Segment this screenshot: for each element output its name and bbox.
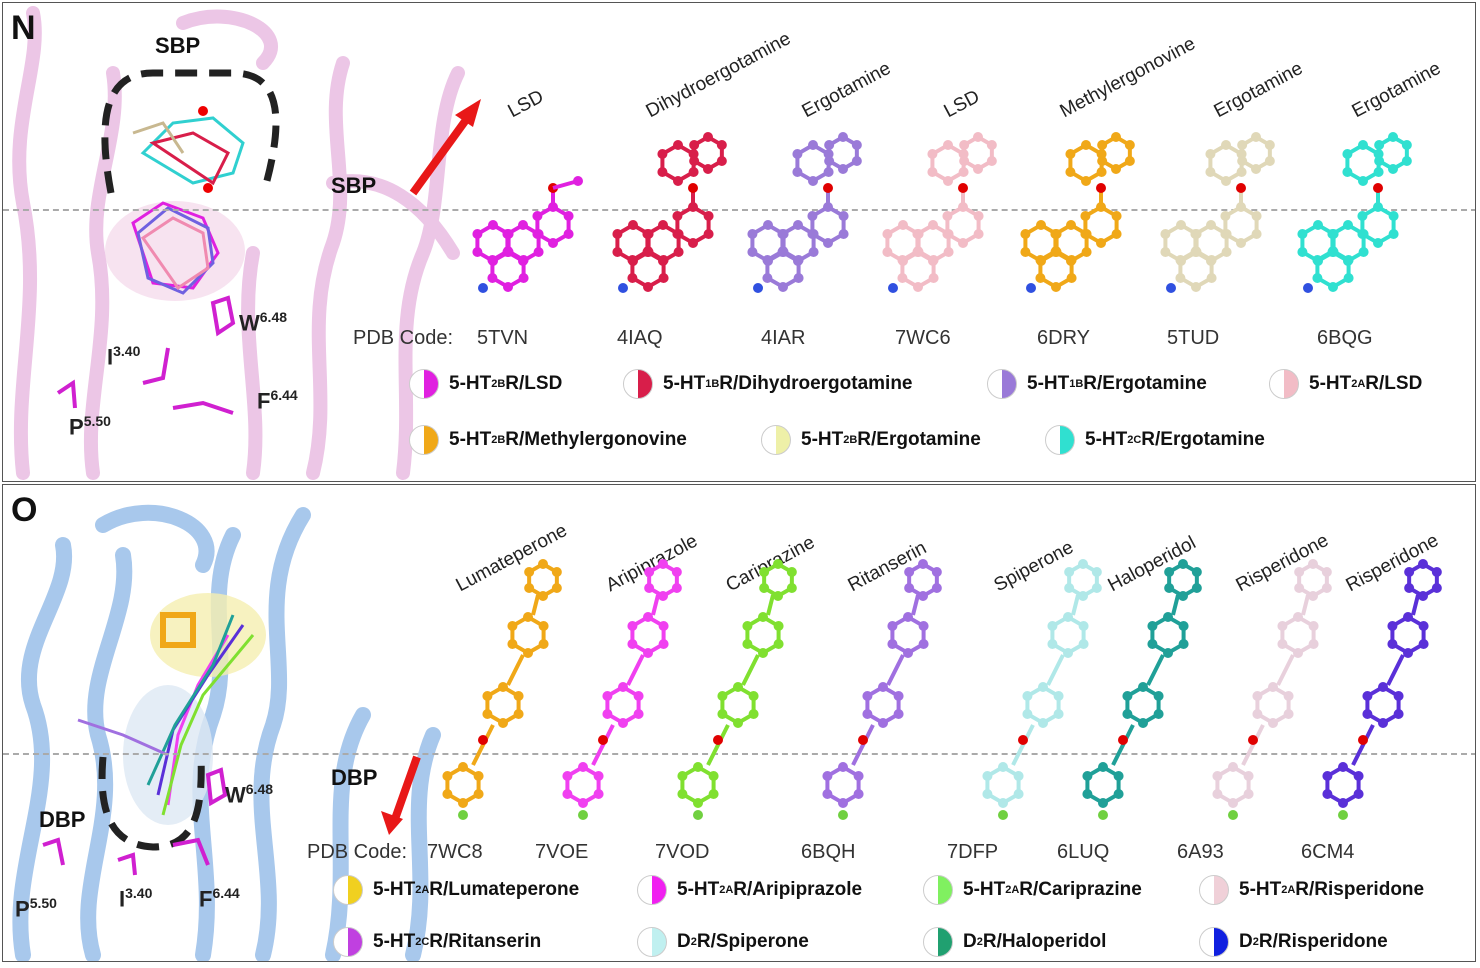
legend-item: 5-HT2CR/Ritanserin <box>333 927 541 957</box>
legend-item: 5-HT1BR/Dihydroergotamine <box>623 369 913 399</box>
legend-item: 5-HT2CR/Ergotamine <box>1045 425 1265 455</box>
ligand-molecule <box>1082 559 1201 820</box>
legend-item: 5-HT2AR/Cariprazine <box>923 875 1142 905</box>
ligand-molecule <box>747 132 861 293</box>
legend-item: 5-HT1BR/Ergotamine <box>987 369 1207 399</box>
legend-item: 5-HT2AR/Aripiprazole <box>637 875 862 905</box>
ligand-molecule <box>1020 132 1134 293</box>
legend-swatch <box>333 927 363 957</box>
legend-swatch <box>333 875 363 905</box>
pdb-code: 6BQG <box>1317 327 1373 350</box>
legend-swatch <box>409 425 439 455</box>
legend-swatch <box>1199 875 1229 905</box>
ligand-molecule <box>677 559 796 820</box>
pdb-code: 7DFP <box>947 841 998 864</box>
legend-swatch <box>623 369 653 399</box>
ligand-molecule <box>1212 559 1331 820</box>
pdb-code-prefix: PDB Code: <box>353 327 453 350</box>
legend-item: 5-HT2AR/LSD <box>1269 369 1422 399</box>
ligand-molecule <box>882 132 996 293</box>
legend-item: D2R/Haloperidol <box>923 927 1106 957</box>
ligand-molecule <box>982 559 1101 820</box>
ligand-molecule <box>822 559 941 820</box>
legend-swatch <box>637 927 667 957</box>
legend-item: 5-HT2BR/Ergotamine <box>761 425 981 455</box>
pdb-code: 5TUD <box>1167 327 1219 350</box>
pdb-code: 7WC6 <box>895 327 951 350</box>
pdb-code-prefix: PDB Code: <box>307 841 407 864</box>
legend-swatch <box>409 369 439 399</box>
pdb-code: 7WC8 <box>427 841 483 864</box>
legend-swatch <box>1269 369 1299 399</box>
pdb-code: 4IAR <box>761 327 805 350</box>
legend-item: D2R/Spiperone <box>637 927 809 957</box>
pdb-code: 6BQH <box>801 841 855 864</box>
legend-swatch <box>637 875 667 905</box>
legend-item: 5-HT2AR/Risperidone <box>1199 875 1424 905</box>
legend-swatch <box>987 369 1017 399</box>
legend-item: 5-HT2AR/Lumateperone <box>333 875 579 905</box>
pdb-code: 6LUQ <box>1057 841 1109 864</box>
ligand-molecule <box>1160 132 1274 293</box>
ligand-structures-n <box>3 3 1476 482</box>
ligand-molecule <box>1322 559 1441 820</box>
pdb-code: 7VOE <box>535 841 588 864</box>
pdb-code: 7VOD <box>655 841 709 864</box>
panel-n: N SBP SBP W6.48 I3.40 F6.44 P5.50 LSD Di… <box>2 2 1476 482</box>
ligand-molecule <box>562 559 681 820</box>
legend-item: 5-HT2BR/LSD <box>409 369 562 399</box>
legend-item: 5-HT2BR/Methylergonovine <box>409 425 687 455</box>
legend-swatch <box>1045 425 1075 455</box>
legend-item: D2R/Risperidone <box>1199 927 1388 957</box>
legend-swatch <box>923 875 953 905</box>
pdb-code: 6DRY <box>1037 327 1090 350</box>
legend-swatch <box>923 927 953 957</box>
ligand-molecule <box>1297 132 1411 293</box>
pdb-code: 6A93 <box>1177 841 1224 864</box>
pdb-code: 5TVN <box>477 327 528 350</box>
legend-swatch <box>1199 927 1229 957</box>
ligand-molecule <box>472 176 583 293</box>
pdb-code: 6CM4 <box>1301 841 1354 864</box>
ligand-molecule <box>612 132 726 293</box>
pdb-code: 4IAQ <box>617 327 663 350</box>
ligand-molecule <box>442 559 561 820</box>
legend-swatch <box>761 425 791 455</box>
panel-o: O DBP DBP W6.48 P5.50 I3.40 F6.44 Lumate… <box>2 484 1476 962</box>
